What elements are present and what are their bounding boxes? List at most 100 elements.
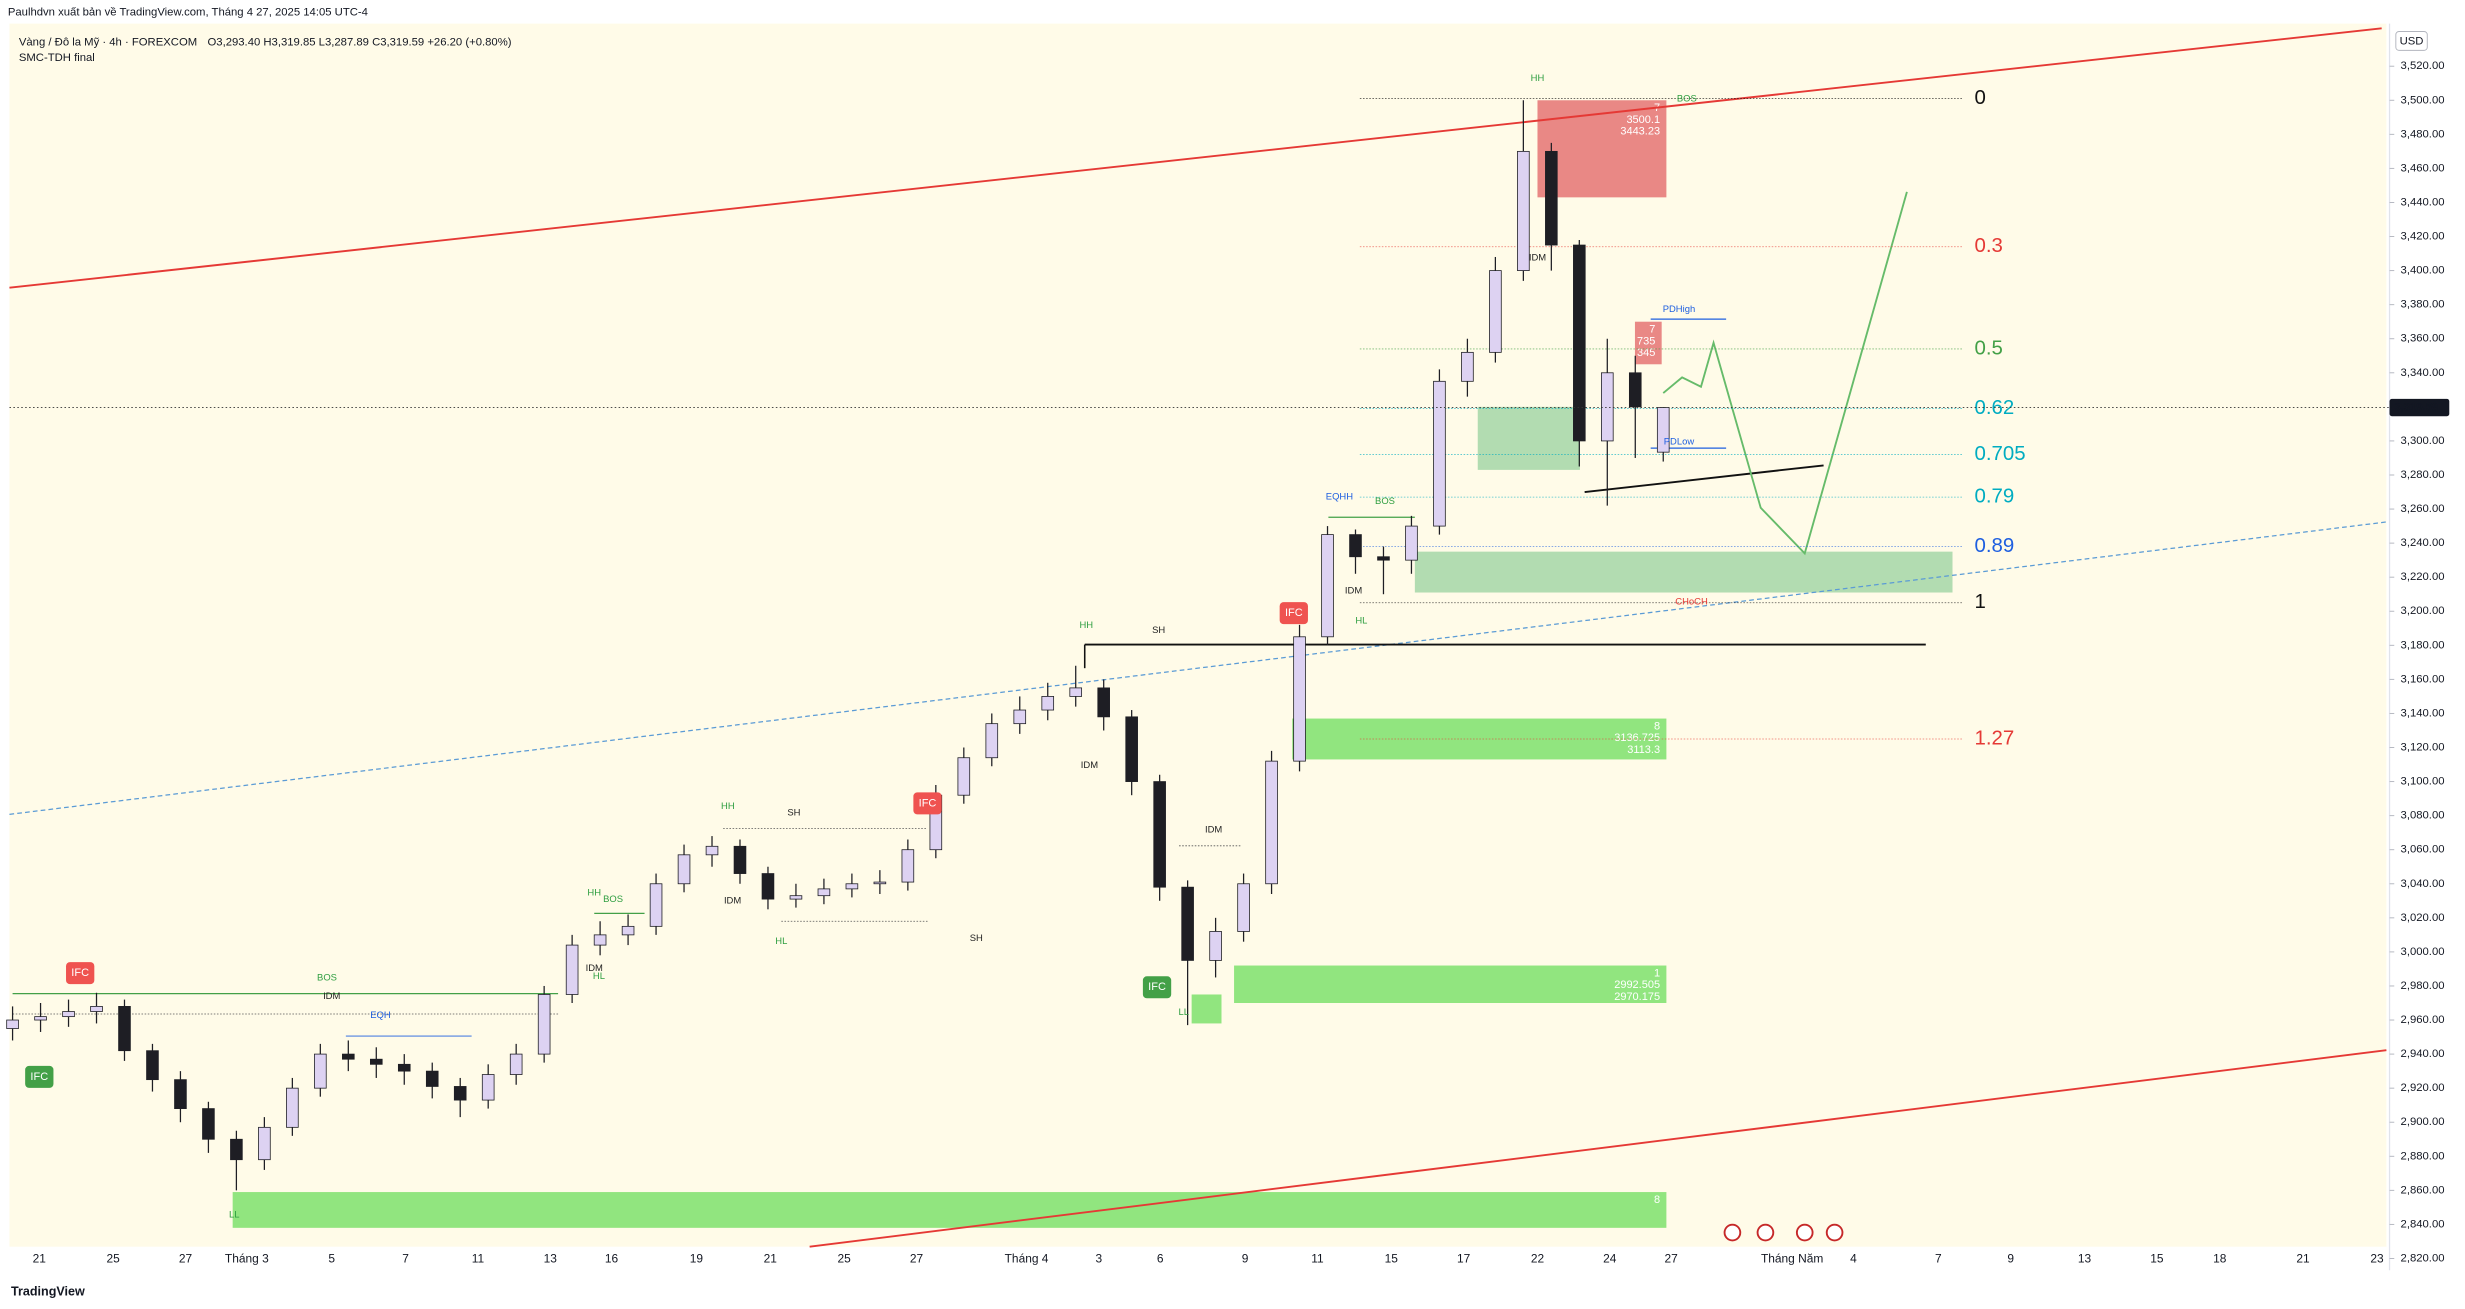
annotation: EQH — [370, 1009, 391, 1020]
candle-body — [677, 854, 691, 885]
ifc-label: IFC — [1148, 981, 1166, 993]
channel-bottom — [809, 1049, 2387, 1248]
brand: TradingView — [11, 1285, 85, 1299]
zone — [1537, 100, 1667, 198]
y-tick-label: 3,340.00 — [2401, 367, 2445, 379]
ifc-label: IFC — [1285, 607, 1303, 619]
candle-body — [481, 1074, 495, 1101]
annotation: BOS — [1375, 495, 1395, 506]
zone-label: 3113.3 — [1627, 744, 1660, 756]
y-tick-label: 3,120.00 — [2401, 741, 2445, 753]
ifc-badge — [1279, 602, 1308, 625]
event-flag[interactable] — [1795, 1223, 1814, 1242]
fib-label: 0.89 — [1975, 535, 2015, 557]
candle-body — [1377, 556, 1390, 561]
annotation: LL — [1179, 1006, 1189, 1017]
event-flag[interactable] — [1756, 1223, 1775, 1242]
candle-body — [537, 994, 551, 1055]
y-tick-label: 2,940.00 — [2401, 1048, 2445, 1060]
y-tick-label: 2,860.00 — [2401, 1184, 2445, 1196]
x-tick-label: 9 — [1242, 1251, 1249, 1265]
x-tick-label: 15 — [1385, 1251, 1399, 1265]
candle-body — [174, 1079, 187, 1109]
annotation: PDHigh — [1663, 303, 1695, 314]
candle-body — [593, 934, 607, 946]
indicator: SMC-TDH final — [19, 52, 95, 64]
fib-label: 0.5 — [1975, 337, 2003, 359]
candle-body — [1069, 687, 1083, 697]
candle-body — [230, 1138, 243, 1161]
x-tick-label: 21 — [764, 1251, 778, 1265]
symbol: Vàng / Đô la Mỹ · 4h · FOREXCOM — [19, 36, 197, 48]
candle-body — [90, 1006, 103, 1012]
candle-body — [1656, 407, 1670, 453]
x-tick-label: 21 — [2296, 1251, 2310, 1265]
candle-body — [1013, 709, 1027, 725]
y-tick-label: 3,360.00 — [2401, 333, 2445, 345]
zone-label: 2992.505 — [1614, 979, 1660, 991]
candle-body — [1237, 883, 1250, 932]
x-tick-label: 18 — [2213, 1251, 2227, 1265]
x-tick-label: 22 — [1531, 1251, 1545, 1265]
y-tick-label: 3,300.00 — [2401, 435, 2445, 447]
annotation: SH — [1152, 624, 1165, 635]
candle-body — [286, 1087, 299, 1128]
candle-body — [1125, 716, 1138, 782]
candle-body — [565, 944, 579, 995]
annotation: IDM — [1345, 585, 1362, 596]
zone-label: 3136.725 — [1614, 732, 1660, 744]
candle-body — [118, 1006, 131, 1052]
y-tick-label: 3,280.00 — [2401, 469, 2445, 481]
last-price-label: 3,319.59 — [2394, 402, 2438, 414]
fib-label: 0.79 — [1975, 486, 2015, 508]
ifc-label: IFC — [71, 967, 89, 979]
annotation: PDLow — [1664, 435, 1695, 446]
currency-box — [2395, 31, 2428, 51]
y-tick-label: 2,820.00 — [2401, 1252, 2445, 1264]
zone — [1234, 965, 1667, 1003]
y-tick-label: 3,000.00 — [2401, 946, 2445, 958]
candle-body — [1405, 525, 1418, 561]
x-tick-label: 23 — [2370, 1251, 2384, 1265]
candle-body — [397, 1063, 411, 1072]
candle-body — [1153, 781, 1166, 888]
x-tick-label: 21 — [33, 1251, 47, 1265]
x-tick-label: 6 — [1157, 1251, 1164, 1265]
x-tick-label: 15 — [2150, 1251, 2164, 1265]
annotation: IDM — [323, 990, 340, 1001]
candle-body — [1349, 534, 1362, 558]
y-tick-label: 2,920.00 — [2401, 1082, 2445, 1094]
zones: 73500.13443.23773534583136.7253113.31299… — [232, 100, 1953, 1228]
candle-body — [509, 1053, 523, 1075]
zone — [1191, 994, 1222, 1024]
candles — [6, 100, 1670, 1191]
candle-body — [621, 925, 635, 936]
publisher: Paulhdvn xuất bản về TradingView.com, Th… — [8, 7, 368, 19]
candle-body — [1461, 351, 1474, 382]
candle-body — [1265, 760, 1278, 885]
x-tick-label: 11 — [1311, 1251, 1324, 1265]
candle-body — [369, 1058, 383, 1065]
y-tick-label: 3,500.00 — [2401, 94, 2445, 106]
x-tick-label: 25 — [107, 1251, 121, 1265]
plot-area — [9, 23, 2387, 1247]
y-tick-label: 3,440.00 — [2401, 196, 2445, 208]
fib-label: 1 — [1975, 591, 1986, 613]
x-tick-label: 7 — [1935, 1251, 1942, 1265]
zone-label: 2970.175 — [1614, 991, 1660, 1003]
zone-label: 7 — [1649, 323, 1655, 335]
x-tick-label: 9 — [2007, 1251, 2014, 1265]
candle-body — [901, 849, 915, 883]
y-tick-label: 3,160.00 — [2401, 673, 2445, 685]
candle-body — [1601, 372, 1614, 442]
x-tick-label: 19 — [690, 1251, 704, 1265]
candle-body — [1181, 886, 1194, 961]
zone-label: 8 — [1654, 1194, 1660, 1206]
candle-body — [1517, 150, 1530, 271]
event-flag[interactable] — [1825, 1223, 1844, 1242]
event-flag[interactable] — [1723, 1223, 1742, 1242]
y-tick-label: 2,840.00 — [2401, 1218, 2445, 1230]
ohlc: O3,293.40 H3,319.85 L3,287.89 C3,319.59 … — [208, 36, 512, 48]
